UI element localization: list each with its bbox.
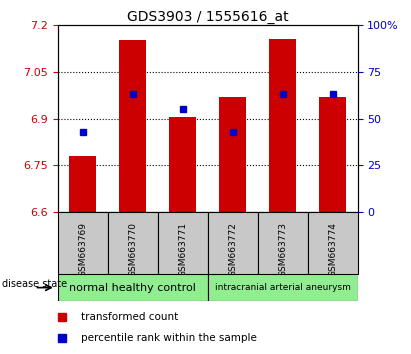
Text: intracranial arterial aneurysm: intracranial arterial aneurysm bbox=[215, 283, 351, 292]
Text: GSM663769: GSM663769 bbox=[78, 222, 87, 277]
Text: GSM663773: GSM663773 bbox=[278, 222, 287, 277]
Bar bbox=[219, 97, 246, 212]
Bar bbox=[119, 40, 146, 212]
Bar bbox=[258, 212, 307, 274]
Title: GDS3903 / 1555616_at: GDS3903 / 1555616_at bbox=[127, 10, 289, 24]
Text: transformed count: transformed count bbox=[81, 312, 179, 322]
Bar bbox=[58, 274, 208, 301]
Bar bbox=[169, 117, 196, 212]
Text: GSM663774: GSM663774 bbox=[328, 222, 337, 276]
Bar bbox=[69, 156, 96, 212]
Bar bbox=[208, 274, 358, 301]
Bar bbox=[269, 39, 296, 212]
Bar bbox=[307, 212, 358, 274]
Bar bbox=[319, 97, 346, 212]
Text: GSM663770: GSM663770 bbox=[128, 222, 137, 277]
Bar bbox=[208, 212, 258, 274]
Bar bbox=[58, 212, 108, 274]
Text: percentile rank within the sample: percentile rank within the sample bbox=[81, 332, 257, 343]
Text: disease state: disease state bbox=[2, 279, 67, 289]
Bar bbox=[157, 212, 208, 274]
Bar bbox=[108, 212, 157, 274]
Text: GSM663771: GSM663771 bbox=[178, 222, 187, 277]
Text: GSM663772: GSM663772 bbox=[228, 222, 237, 276]
Text: normal healthy control: normal healthy control bbox=[69, 282, 196, 293]
